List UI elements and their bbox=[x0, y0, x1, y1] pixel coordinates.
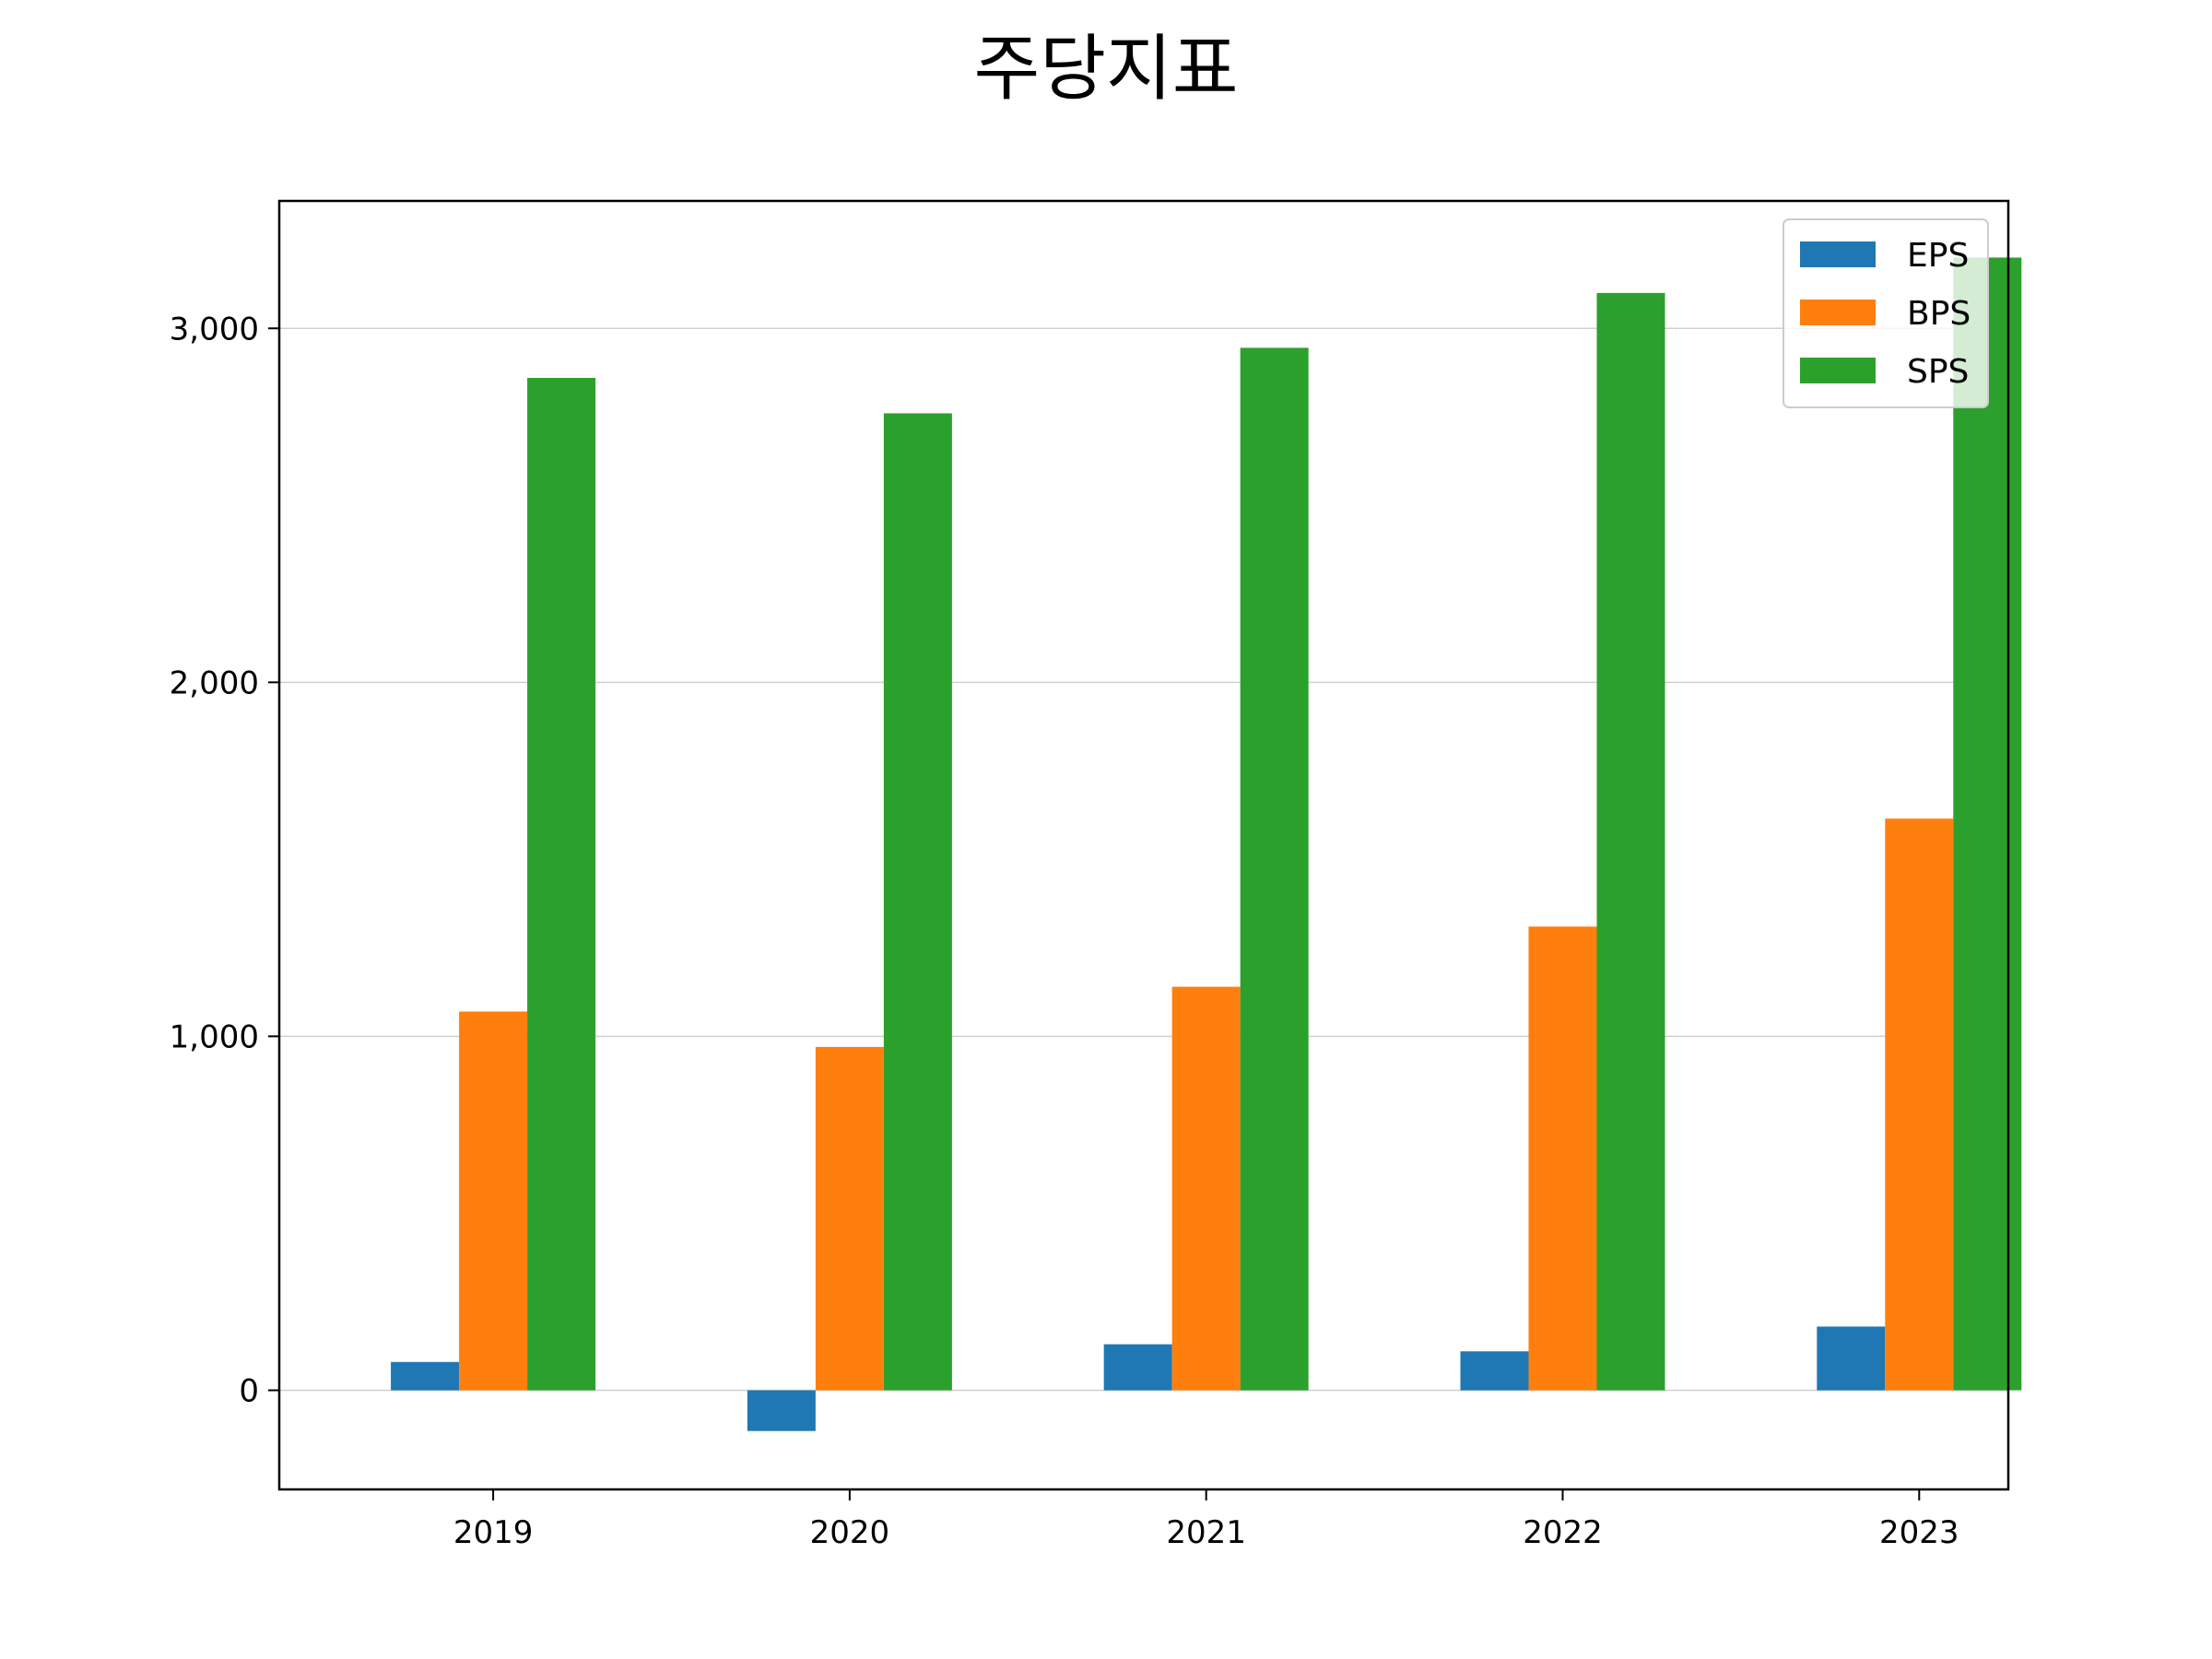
axis-ticks: 0 1,000 2,000 3,000 2019 2020 2021 2022 2023 bbox=[170, 311, 1959, 1551]
y-tick-label: 1,000 bbox=[170, 1018, 259, 1055]
bar-sps-2019 bbox=[527, 378, 596, 1391]
y-tick-label: 2,000 bbox=[170, 665, 259, 701]
bar-eps-2020 bbox=[747, 1390, 816, 1431]
legend-swatch-sps bbox=[1800, 358, 1876, 383]
bar-bps-2022 bbox=[1528, 926, 1597, 1391]
x-tick-label: 2021 bbox=[1166, 1514, 1246, 1551]
bar-bps-2021 bbox=[1171, 986, 1241, 1391]
bar-sps-2023 bbox=[1953, 257, 2022, 1391]
bar-sps-2021 bbox=[1240, 347, 1309, 1391]
x-tick-label: 2020 bbox=[810, 1514, 890, 1551]
bars bbox=[391, 257, 2022, 1431]
x-tick-label: 2019 bbox=[453, 1514, 534, 1551]
y-tick-label: 3,000 bbox=[170, 311, 259, 347]
bar-sps-2022 bbox=[1596, 292, 1665, 1391]
legend: EPS BPS SPS bbox=[1783, 218, 1989, 408]
legend-swatch-bps bbox=[1800, 300, 1876, 325]
legend-label-bps: BPS bbox=[1907, 295, 1971, 333]
bar-eps-2023 bbox=[1817, 1326, 1886, 1391]
legend-label-sps: SPS bbox=[1907, 353, 1969, 391]
bar-eps-2021 bbox=[1103, 1344, 1172, 1391]
bar-sps-2020 bbox=[883, 413, 952, 1391]
legend-swatch-eps bbox=[1800, 241, 1876, 267]
y-tick-label: 0 bbox=[239, 1372, 259, 1409]
bar-bps-2020 bbox=[815, 1046, 884, 1391]
legend-label-eps: EPS bbox=[1907, 237, 1969, 275]
bar-bps-2023 bbox=[1885, 818, 1954, 1391]
x-tick-label: 2023 bbox=[1879, 1514, 1959, 1551]
bar-eps-2019 bbox=[391, 1361, 460, 1391]
bar-bps-2019 bbox=[459, 1011, 528, 1391]
bar-eps-2022 bbox=[1460, 1351, 1529, 1391]
chart-title: 주당지표 bbox=[973, 28, 1239, 111]
plot-frame bbox=[277, 199, 2010, 1491]
x-tick-label: 2022 bbox=[1523, 1514, 1603, 1551]
